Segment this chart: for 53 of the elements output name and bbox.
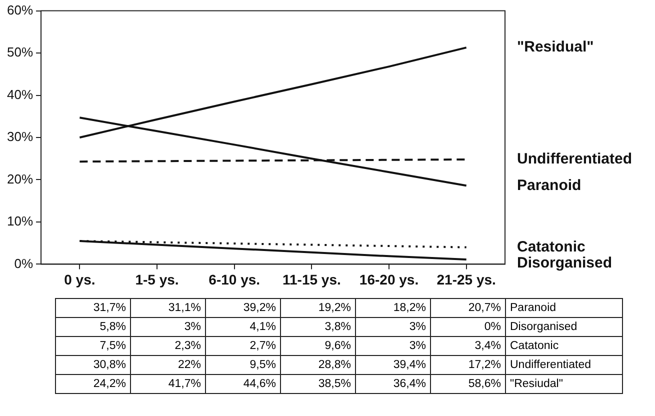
y-tick-label: 0%	[14, 256, 34, 271]
text: "Resiudal"	[506, 374, 622, 394]
text: 39,2%	[206, 298, 280, 318]
text: 4,1%	[206, 318, 280, 336]
text: 17,2%	[430, 356, 506, 374]
text: 19,2%	[280, 298, 356, 318]
text: 2,7%	[206, 336, 280, 356]
x-tick-label: 0 ys.	[64, 271, 96, 288]
text: 36,4%	[356, 374, 430, 394]
y-tick-label: 40%	[6, 86, 34, 102]
text: 31,7%	[56, 298, 130, 318]
text: 41,7%	[130, 374, 206, 394]
text: 18,2%	[356, 298, 430, 318]
text: 9,5%	[206, 356, 280, 374]
text: 3,4%	[430, 336, 506, 356]
text: 0%	[430, 318, 506, 336]
text: Paranoid	[506, 298, 622, 318]
text: 20,7%	[430, 298, 506, 318]
text: 3%	[356, 336, 430, 356]
y-tick-label: 10%	[6, 214, 34, 229]
x-tick-label: 16-20 ys.	[359, 271, 419, 288]
text: 3%	[356, 318, 430, 336]
text: Catatonic	[517, 238, 586, 256]
x-tick-label: 11-15 ys.	[282, 271, 341, 288]
text: Undifferentiated	[506, 356, 622, 374]
x-tick-label: 1-5 ys.	[135, 271, 179, 288]
y-tick-label: 20%	[6, 171, 34, 186]
text: 3%	[130, 318, 206, 336]
y-tick-label: 60%	[6, 2, 34, 18]
text: 38,5%	[280, 374, 356, 394]
text: 24,2%	[56, 374, 130, 394]
text: 28,8%	[280, 356, 356, 374]
x-tick-label: 6-10 ys.	[208, 271, 260, 288]
text: 3,8%	[280, 318, 356, 336]
text: Undifferentiated	[517, 150, 632, 168]
text: Paranoid	[517, 176, 582, 194]
text: 7,5%	[56, 336, 130, 356]
text: 58,6%	[430, 374, 506, 394]
y-tick-label: 50%	[6, 44, 34, 60]
text: 30,8%	[56, 356, 130, 374]
text: "Residual"	[517, 38, 594, 56]
text: 5,8%	[56, 318, 130, 336]
x-tick-label: 21-25 ys.	[436, 271, 496, 288]
text: Disorganised	[506, 318, 622, 336]
text: 2,3%	[130, 336, 206, 356]
text: 22%	[130, 356, 206, 374]
text: Catatonic	[506, 336, 622, 356]
y-tick-label: 30%	[6, 129, 34, 144]
text: Disorganised	[517, 254, 612, 272]
text: 44,6%	[206, 374, 280, 394]
text: 31,1%	[130, 298, 206, 318]
text: 39,4%	[356, 356, 430, 374]
text: 9,6%	[280, 336, 356, 356]
